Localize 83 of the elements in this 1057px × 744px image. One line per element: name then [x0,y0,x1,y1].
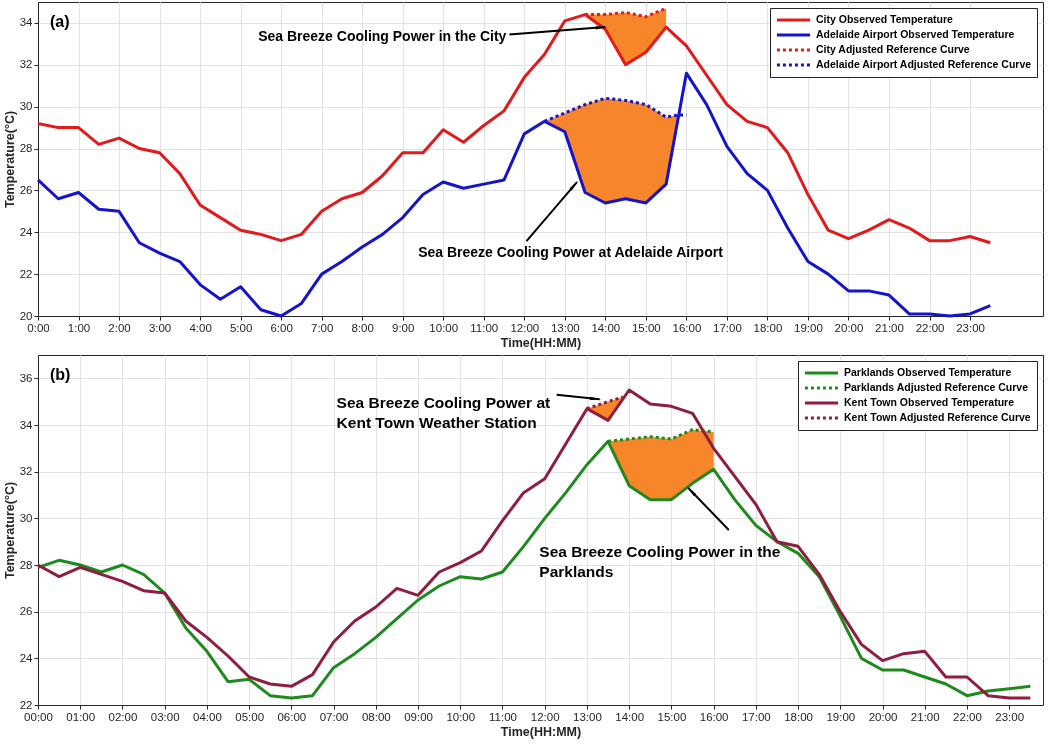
x-tick-label: 10:00 [446,710,476,723]
x-tick-label: 21:00 [875,321,904,334]
y-tick-label: 26 [19,605,33,618]
y-tick-label: 28 [19,142,33,155]
y-tick-label: 20 [19,309,33,322]
x-tick-label: 00:00 [24,710,53,723]
x-tick-label: 14:00 [615,710,645,723]
x-tick-label: 02:00 [108,710,138,723]
y-tick-label: 36 [19,371,33,384]
x-tick-label: 4:00 [189,321,212,334]
x-tick-label: 17:00 [713,321,742,334]
x-tick-label: 22:00 [953,710,982,723]
x-tick-label: 04:00 [193,710,222,723]
annotation: Sea Breeze Cooling Power in the Parklands [539,543,781,581]
x-tick-label: 13:00 [573,710,602,723]
x-tick-label: 03:00 [150,710,180,723]
annotation: Sea Breeze Cooling Power in the City [258,28,507,45]
legend-label: City Adjusted Reference Curve [816,43,970,55]
legend-label: Parklands Adjusted Reference Curve [844,381,1029,393]
y-tick-label: 22 [19,698,33,711]
y-tick-label: 32 [19,58,33,71]
x-tick-label: 15:00 [657,710,687,723]
y-tick-label: 24 [19,225,34,238]
y-tick-label: 24 [19,651,34,664]
x-tick-label: 20:00 [868,710,898,723]
y-tick-label: 34 [19,16,34,29]
x-tick-label: 08:00 [361,710,391,723]
x-tick-label: 12:00 [530,710,560,723]
x-tick-label: 06:00 [277,710,307,723]
x-tick-label: 6:00 [270,321,293,334]
text: (b) [50,366,71,383]
x-axis-title: Time(HH:MM) [500,725,582,739]
y-axis-title: Temperature(°C) [2,110,17,209]
x-tick-label: 09:00 [404,710,433,723]
legend-label: Kent Town Observed Temperature [844,396,1015,408]
x-tick-label: 11:00 [470,321,499,334]
x-tick-label: 22:00 [915,321,945,334]
annotation: Sea Breeze Cooling Power at Adelaide Airport [418,244,724,261]
x-tick-label: 11:00 [489,710,517,723]
x-tick-label: 18:00 [784,710,813,723]
x-tick-label: 14:00 [591,321,621,334]
line-series [36,71,992,318]
y-tick-label: 22 [19,267,33,280]
legend-label: Kent Town Adjusted Reference Curve [844,411,1031,423]
x-tick-label: 23:00 [995,710,1025,723]
x-tick-label: 13:00 [550,321,580,334]
x-tick-label: 16:00 [672,321,702,334]
legend-label: Adelaide Airport Observed Temperature [816,28,1015,40]
y-tick-label: 30 [19,100,33,113]
x-tick-label: 5:00 [229,321,253,334]
x-tick-label: 18:00 [753,321,783,334]
x-tick-label: 05:00 [235,710,265,723]
x-tick-label: 10:00 [429,321,459,334]
legend-label: Adelaide Airport Adjusted Reference Curve [816,58,1032,70]
x-tick-label: 2:00 [108,321,131,334]
x-tick-label: 19:00 [794,321,823,334]
x-tick-label: 23:00 [956,321,985,334]
y-tick-label: 26 [19,183,33,196]
legend-label: City Observed Temperature [816,13,954,25]
x-tick-label: 07:00 [319,710,349,723]
x-tick-label: 16:00 [699,710,729,723]
x-tick-label: 21:00 [910,710,940,723]
x-tick-label: 1:00 [67,321,91,334]
x-tick-label: 0:00 [27,321,50,334]
x-tick-label: 3:00 [148,321,172,334]
x-tick-label: 9:00 [392,321,415,334]
x-tick-label: 01:00 [66,710,96,723]
y-tick-label: 34 [19,418,34,431]
y-tick-label: 28 [19,558,33,571]
x-tick-label: 19:00 [826,710,856,723]
y-tick-label: 32 [19,465,33,478]
x-tick-label: 7:00 [310,321,334,334]
x-tick-label: 12:00 [510,321,540,334]
x-tick-label: 8:00 [351,321,374,334]
y-axis-title: Temperature(°C) [2,481,17,580]
x-tick-label: 15:00 [631,321,661,334]
x-tick-label: 17:00 [741,710,771,723]
x-tick-label: 20:00 [834,321,864,334]
annotation: Sea Breeze Cooling Power at Kent Town Weather Station [336,394,551,432]
y-tick-label: 30 [19,511,33,524]
legend-label: Parklands Observed Temperature [844,366,1012,378]
x-axis-title: Time(HH:MM) [500,336,582,350]
text: (a) [50,13,70,30]
